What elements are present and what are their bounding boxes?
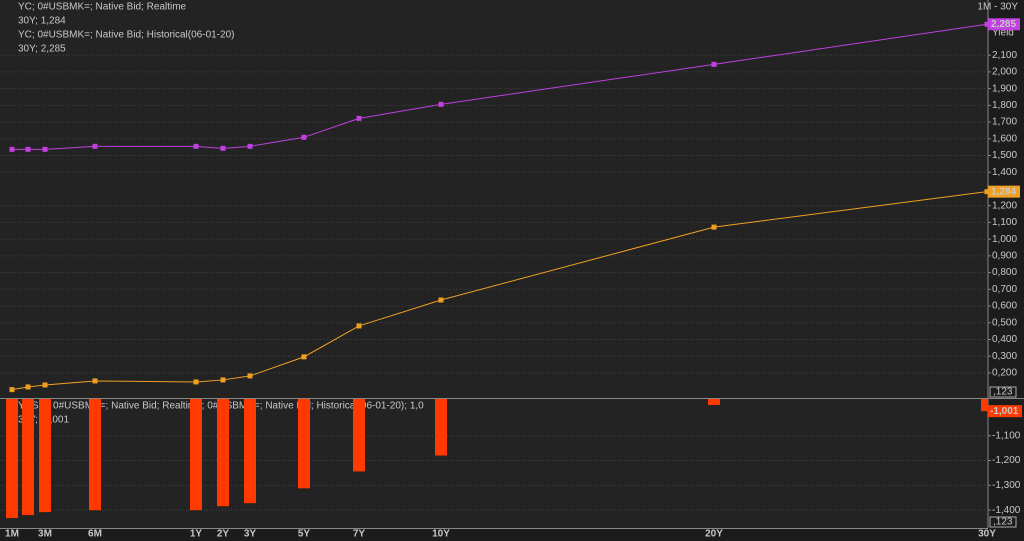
corner-label: ,123: [993, 517, 1013, 528]
x-tick-label: 30Y: [978, 529, 996, 540]
bar: [22, 399, 34, 516]
point-marker: [193, 143, 199, 149]
x-tick-label: 6M: [88, 529, 102, 540]
point-marker: [220, 145, 226, 151]
x-tick-label: 1Y: [190, 529, 203, 540]
bar: [190, 399, 202, 511]
point-marker: [220, 377, 226, 383]
bar: [353, 399, 365, 472]
y-tick-label: 1,400: [992, 167, 1017, 178]
y-tick-label: 1,000: [992, 234, 1017, 245]
value-label-box: [988, 18, 1020, 31]
bar: [708, 399, 720, 405]
value-label: -1,001: [990, 406, 1019, 417]
bar: [6, 399, 18, 519]
x-tick-label: 3Y: [244, 529, 257, 540]
point-marker: [42, 382, 48, 388]
x-tick-label: 10Y: [432, 529, 450, 540]
corner-box: [989, 386, 1017, 398]
bar: [981, 399, 988, 412]
point-marker: [301, 354, 307, 360]
bar: [39, 399, 51, 513]
range-label: 1M - 30Y: [977, 2, 1018, 13]
point-marker: [25, 384, 31, 390]
point-marker: [193, 379, 199, 385]
y-tick-label: -1,200: [992, 455, 1021, 466]
point-marker: [984, 189, 990, 195]
y-tick-label: 0,600: [992, 301, 1017, 312]
value-label: 1,284: [991, 186, 1016, 197]
bar: [298, 399, 310, 489]
point-marker: [25, 146, 31, 152]
y-tick-label: 0,400: [992, 334, 1017, 345]
x-tick-label: 2Y: [217, 529, 230, 540]
legend-last-point: 30Y; 1,284: [18, 16, 66, 27]
point-marker: [92, 143, 98, 149]
series-line: [12, 23, 988, 150]
y-tick-label: 1,800: [992, 100, 1017, 111]
y-tick-label: 0,500: [992, 317, 1017, 328]
x-tick-label: 20Y: [705, 529, 723, 540]
y-tick-label: 2,100: [992, 50, 1017, 61]
bar: [244, 399, 256, 504]
y-tick-label: 0,700: [992, 284, 1017, 295]
y-tick-label: 1,600: [992, 133, 1017, 144]
value-label-box: [988, 405, 1022, 418]
y-tick-label: 1,900: [992, 83, 1017, 94]
plot-area: [0, 0, 988, 528]
point-marker: [42, 146, 48, 152]
point-marker: [9, 387, 15, 393]
y-tick-label: 2,000: [992, 67, 1017, 78]
axis-title: Yield: [992, 28, 1014, 39]
point-marker: [356, 115, 362, 121]
corner-label: ,123: [993, 387, 1013, 398]
point-marker: [301, 134, 307, 140]
y-tick-label: 0,900: [992, 250, 1017, 261]
bar: [217, 399, 229, 507]
y-tick-label: -1,400: [992, 505, 1021, 516]
point-marker: [711, 224, 717, 230]
legend-entry: YC; 0#USBMK=; Native Bid; Realtime: [18, 2, 187, 13]
point-marker: [247, 373, 253, 379]
point-marker: [438, 101, 444, 107]
y-tick-label: 0,800: [992, 267, 1017, 278]
point-marker: [711, 61, 717, 67]
value-label: 2,285: [991, 19, 1016, 30]
x-tick-label: 5Y: [298, 529, 311, 540]
y-tick-label: -1,300: [992, 480, 1021, 491]
bar: [89, 399, 101, 511]
y-tick-label: -1,100: [992, 430, 1021, 441]
y-tick-label: 1,500: [992, 150, 1017, 161]
y-tick-label: 1,200: [992, 200, 1017, 211]
point-marker: [356, 323, 362, 329]
point-marker: [92, 378, 98, 384]
x-tick-label: 7Y: [353, 529, 366, 540]
x-tick-label: 3M: [38, 529, 52, 540]
legend-entry: YC; 0#USBMK=; Native Bid; Historical(06-…: [18, 30, 234, 41]
y-tick-label: 0,300: [992, 351, 1017, 362]
bar: [435, 399, 447, 456]
point-marker: [9, 146, 15, 152]
y-tick-label: 1,100: [992, 217, 1017, 228]
point-marker: [247, 143, 253, 149]
series-line: [11, 191, 988, 391]
point-marker: [438, 297, 444, 303]
value-label-box: [988, 185, 1020, 198]
x-tick-label: 1M: [5, 529, 19, 540]
legend-last-point: 30Y; 2,285: [18, 44, 66, 55]
corner-box: [989, 516, 1017, 528]
y-tick-label: 0,200: [992, 368, 1017, 379]
point-marker: [984, 21, 990, 27]
y-tick-label: 1,700: [992, 117, 1017, 128]
